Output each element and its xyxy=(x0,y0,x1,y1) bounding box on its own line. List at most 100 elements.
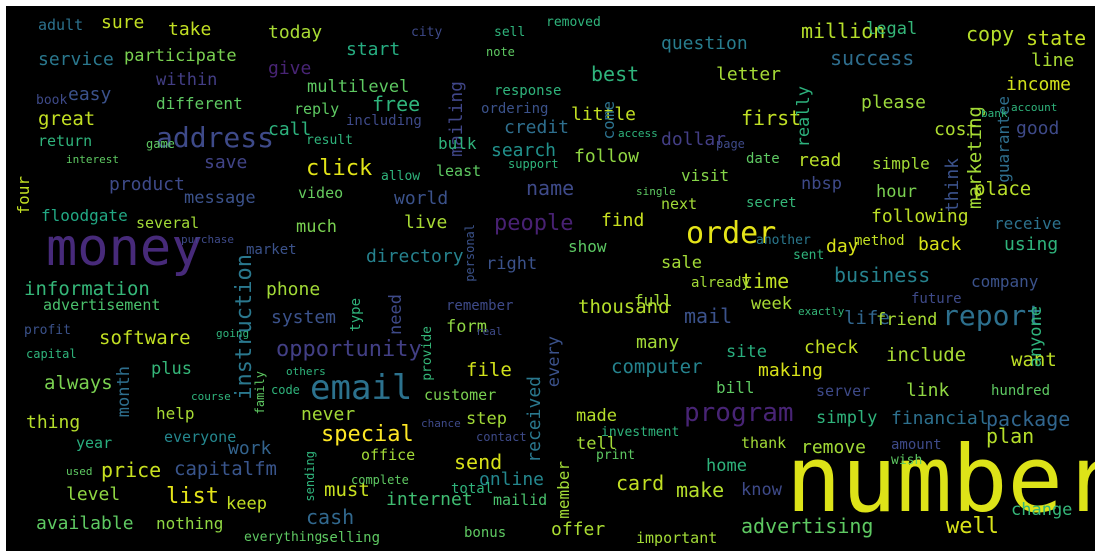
word-time: time xyxy=(741,269,790,293)
word-going: going xyxy=(216,327,250,340)
word-please: please xyxy=(861,92,927,113)
word-personal: personal xyxy=(463,224,477,282)
word-chance: chance xyxy=(421,417,461,430)
word-page: page xyxy=(716,137,745,151)
word-save: save xyxy=(204,152,248,173)
word-total: total xyxy=(451,481,494,497)
word-link: link xyxy=(906,380,950,401)
word-capitalfm: capitalfm xyxy=(174,458,277,480)
word-return: return xyxy=(38,132,93,150)
word-week: week xyxy=(751,294,792,314)
word-think: think xyxy=(942,158,963,213)
word-sending: sending xyxy=(303,451,317,502)
word-tell: tell xyxy=(576,434,617,454)
word-step: step xyxy=(466,409,507,429)
word-file: file xyxy=(466,359,512,381)
word-bank: bank xyxy=(981,107,1008,120)
word-offer: offer xyxy=(551,519,606,540)
word-today: today xyxy=(268,22,323,43)
word-market: market xyxy=(246,242,297,258)
word-remove: remove xyxy=(801,437,867,458)
word-different: different xyxy=(156,94,243,113)
word-million: million xyxy=(801,19,886,43)
word-include: include xyxy=(886,344,967,366)
word-hour: hour xyxy=(876,182,917,202)
word-money: money xyxy=(46,218,203,278)
word-office: office xyxy=(361,446,416,464)
word-message: message xyxy=(184,188,256,208)
word-server: server xyxy=(816,382,871,400)
word-start: start xyxy=(346,39,401,60)
word-really: really xyxy=(794,86,814,148)
word-package: package xyxy=(986,407,1071,431)
word-selling: selling xyxy=(321,530,381,546)
word-course: course xyxy=(191,390,231,403)
word-back: back xyxy=(918,234,962,255)
word-secret: secret xyxy=(746,195,797,211)
word-sale: sale xyxy=(661,253,702,273)
word-income: income xyxy=(1006,74,1072,95)
word-removed: removed xyxy=(546,15,601,30)
word-sure: sure xyxy=(101,12,145,33)
word-video: video xyxy=(298,184,344,202)
word-friend: friend xyxy=(876,310,938,330)
word-nothing: nothing xyxy=(156,514,224,533)
word-using: using xyxy=(1004,234,1059,255)
word-capital: capital xyxy=(26,347,77,361)
word-internet: internet xyxy=(386,489,473,510)
word-reply: reply xyxy=(294,100,340,118)
word-special: special xyxy=(321,422,414,447)
word-easy: easy xyxy=(68,84,112,105)
word-interest: interest xyxy=(66,153,119,166)
word-directory: directory xyxy=(366,246,464,267)
word-profit: profit xyxy=(24,323,71,338)
word-advertising: advertising xyxy=(741,514,874,538)
word-others: others xyxy=(286,365,326,378)
word-help: help xyxy=(156,404,195,423)
word-live: live xyxy=(404,212,448,233)
word-investment: investment xyxy=(601,425,680,440)
word-need: need xyxy=(386,294,406,335)
word-participate: participate xyxy=(124,46,237,66)
word-show: show xyxy=(568,237,607,256)
word-note: note xyxy=(486,45,515,59)
word-result: result xyxy=(306,133,353,148)
word-game: game xyxy=(146,137,175,151)
word-order: order xyxy=(686,216,777,251)
word-method: method xyxy=(854,233,905,249)
word-company: company xyxy=(971,272,1039,291)
word-email: email xyxy=(310,368,413,408)
word-adult: adult xyxy=(38,16,84,34)
word-plus: plus xyxy=(151,359,192,379)
word-name: name xyxy=(526,176,575,200)
word-much: much xyxy=(296,217,337,237)
word-work: work xyxy=(228,438,272,459)
word-response: response xyxy=(494,83,562,99)
word-mailid: mailid xyxy=(493,491,548,509)
word-change: change xyxy=(1011,500,1073,520)
word-find: find xyxy=(601,210,645,231)
word-good: good xyxy=(1016,118,1060,139)
word-world: world xyxy=(394,188,449,209)
word-level: level xyxy=(66,484,121,505)
word-letter: letter xyxy=(716,64,782,85)
word-city: city xyxy=(411,25,443,40)
word-everyone: everyone xyxy=(164,428,237,446)
word-free: free xyxy=(372,92,421,116)
word-address: address xyxy=(156,121,275,154)
word-success: success xyxy=(830,46,915,70)
word-floodgate: floodgate xyxy=(41,206,128,225)
word-home: home xyxy=(706,456,747,476)
word-cash: cash xyxy=(306,505,355,529)
word-already: already xyxy=(691,275,751,291)
word-exactly: exactly xyxy=(798,305,845,318)
word-follow: follow xyxy=(574,146,640,167)
word-always: always xyxy=(44,372,113,394)
word-mail: mail xyxy=(684,304,733,328)
word-number: number xyxy=(786,426,1095,533)
word-code: code xyxy=(271,383,300,397)
word-multilevel: multilevel xyxy=(307,77,410,97)
word-thing: thing xyxy=(26,412,81,433)
word-card: card xyxy=(616,471,665,495)
word-customer: customer xyxy=(424,386,497,404)
